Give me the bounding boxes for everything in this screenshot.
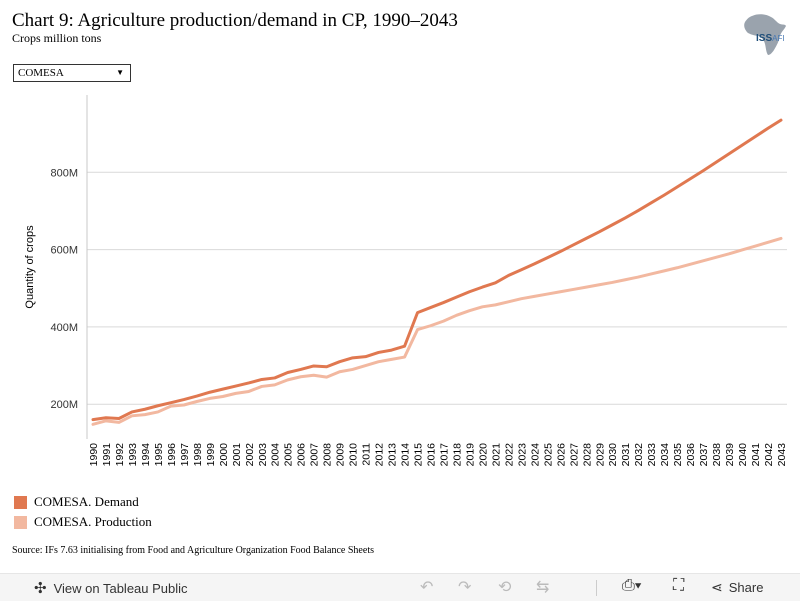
toolbar-divider: [596, 580, 597, 596]
series-line-production[interactable]: [91, 236, 783, 426]
x-tick-label: 2031: [620, 443, 632, 467]
x-tick-label: 2030: [607, 443, 619, 467]
legend: COMESA. Demand COMESA. Production: [14, 492, 152, 532]
legend-swatch-demand: [14, 495, 27, 509]
x-tick-label: 1996: [166, 443, 178, 467]
source-note: Source: IFs 7.63 initialising from Food …: [12, 545, 374, 556]
share-label: Share: [728, 580, 764, 595]
x-tick-label: 2017: [438, 443, 450, 467]
y-tick-label: 800M: [50, 167, 78, 179]
share-button[interactable]: ⋖ Share: [711, 579, 763, 596]
x-tick-label: 2018: [451, 443, 463, 467]
tableau-toolbar: ✣ View on Tableau Public ↶ ↷ ⟲ ⇆ ⎙▾ ⛶ ⋖ …: [0, 573, 800, 601]
x-tick-label: 2036: [685, 443, 697, 467]
africa-logo-icon: [744, 14, 786, 55]
logo-text-small: AFI: [772, 34, 785, 43]
y-tick-label: 400M: [50, 322, 78, 334]
x-tick-label: 1999: [205, 443, 217, 467]
x-tick-label: 2006: [296, 443, 308, 467]
x-tick-label: 2009: [335, 443, 347, 467]
undo-icon[interactable]: ↶: [420, 579, 434, 596]
y-tick-label: 200M: [50, 399, 78, 411]
x-tick-label: 2013: [387, 443, 399, 467]
chart-subtitle: Crops million tons: [12, 31, 102, 45]
x-tick-label: 2024: [529, 443, 541, 467]
x-tick-label: 1992: [114, 443, 126, 467]
chart-title: Chart 9: Agriculture production/demand i…: [12, 10, 458, 31]
x-tick-label: 2010: [348, 443, 360, 467]
download-icon[interactable]: ⎙▾: [622, 577, 642, 594]
x-tick-label: 2002: [244, 443, 256, 467]
share-icon: ⋖: [711, 579, 723, 595]
region-filter-value: COMESA: [18, 67, 64, 79]
x-tick-label: 2003: [257, 443, 269, 467]
x-tick-label: 2023: [516, 443, 528, 467]
logo-text: ISSAFI: [756, 33, 785, 44]
view-on-tableau-button[interactable]: ✣ View on Tableau Public: [34, 579, 188, 597]
legend-swatch-production: [14, 515, 27, 529]
x-tick-label: 2043: [776, 443, 788, 467]
x-tick-label: 2020: [477, 443, 489, 467]
redo-icon[interactable]: ↷: [458, 579, 472, 596]
x-tick-label: 1993: [127, 443, 139, 467]
x-tick-label: 2016: [426, 443, 438, 467]
refresh-icon[interactable]: ⇆: [536, 579, 550, 596]
x-tick-label: 2026: [555, 443, 567, 467]
x-tick-label: 2012: [374, 443, 386, 467]
y-tick-label: 600M: [50, 245, 78, 257]
x-tick-label: 2038: [711, 443, 723, 467]
x-tick-label: 2019: [464, 443, 476, 467]
tableau-logo-icon: ✣: [34, 580, 47, 597]
x-tick-label: 1994: [140, 443, 152, 467]
x-tick-label: 1997: [179, 443, 191, 467]
revert-icon[interactable]: ⟲: [498, 579, 512, 596]
x-tick-label: 2029: [594, 443, 606, 467]
series-line-demand[interactable]: [91, 118, 783, 422]
y-axis-label: Quantity of crops: [24, 225, 36, 309]
x-tick-label: 2034: [659, 443, 671, 467]
x-tick-label: 2037: [698, 443, 710, 467]
x-tick-label: 2008: [322, 443, 334, 467]
x-tick-label: 1998: [192, 443, 204, 467]
x-tick-label: 2014: [400, 443, 412, 467]
logo-text-main: ISS: [756, 33, 773, 44]
legend-label-production: COMESA. Production: [34, 514, 152, 529]
x-tick-label: 2004: [270, 443, 282, 467]
x-tick-label: 2015: [413, 443, 425, 467]
x-tick-label: 2028: [581, 443, 593, 467]
x-tick-label: 2021: [490, 443, 502, 467]
view-on-tableau-label: View on Tableau Public: [53, 580, 188, 596]
x-tick-label: 2027: [568, 443, 580, 467]
dropdown-arrow-icon: ▼: [116, 68, 124, 77]
x-tick-label: 1995: [153, 443, 165, 467]
x-tick-label: 2025: [542, 443, 554, 467]
region-filter-dropdown[interactable]: COMESA ▼: [13, 64, 131, 82]
x-tick-label: 2032: [633, 443, 645, 467]
x-tick-label: 2041: [750, 443, 762, 467]
legend-label-demand: COMESA. Demand: [34, 494, 139, 509]
x-tick-label: 2022: [503, 443, 515, 467]
fullscreen-icon[interactable]: ⛶: [673, 577, 685, 594]
x-tick-label: 1991: [101, 443, 113, 467]
x-tick-label: 2001: [231, 443, 243, 467]
x-tick-label: 2040: [737, 443, 749, 467]
legend-item-demand[interactable]: COMESA. Demand: [14, 492, 152, 512]
x-tick-label: 2035: [672, 443, 684, 467]
x-tick-label: 2042: [763, 443, 775, 467]
x-tick-label: 1990: [88, 443, 100, 467]
x-tick-label: 2007: [309, 443, 321, 467]
x-tick-label: 2033: [646, 443, 658, 467]
x-tick-label: 2039: [724, 443, 736, 467]
legend-item-production[interactable]: COMESA. Production: [14, 512, 152, 532]
x-tick-label: 2005: [283, 443, 295, 467]
x-tick-label: 2000: [218, 443, 230, 467]
x-tick-label: 2011: [361, 443, 373, 466]
